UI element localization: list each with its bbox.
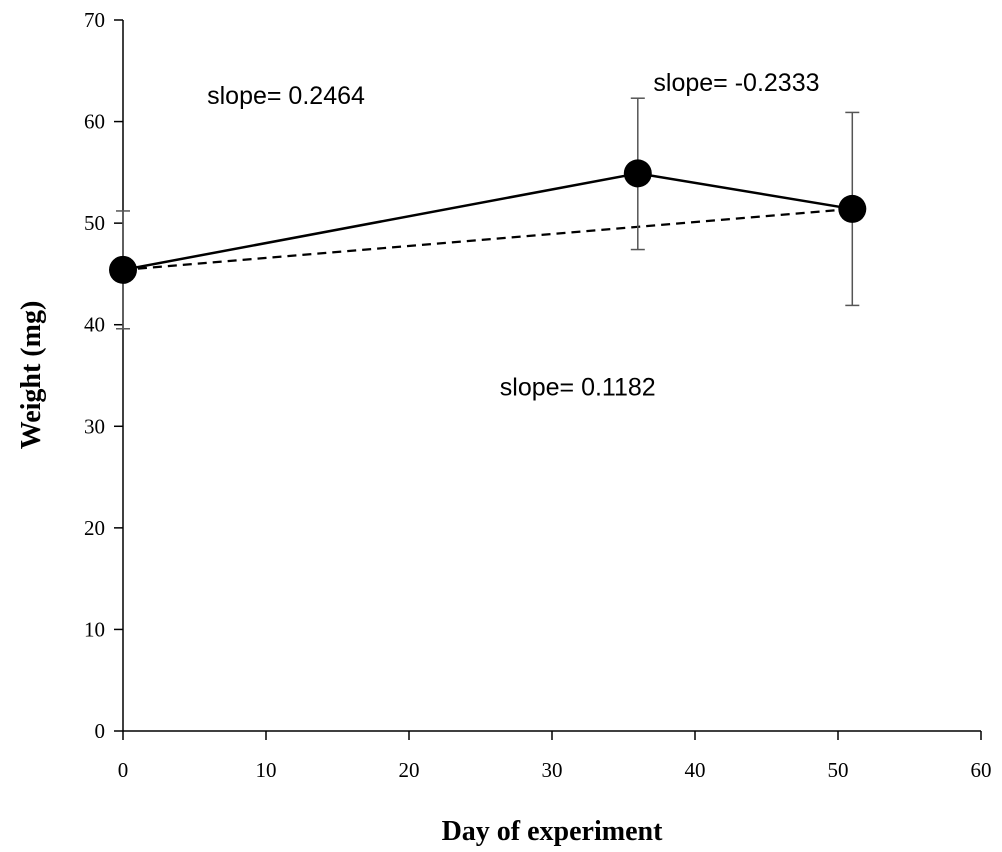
slope-annotation: slope= -0.2333 <box>653 69 819 97</box>
data-point-marker <box>623 159 652 188</box>
y-tick-label: 50 <box>84 211 105 235</box>
y-tick-label: 70 <box>84 8 105 32</box>
solid-series-line <box>122 172 853 272</box>
y-axis-title: Weight (mg) <box>16 301 47 450</box>
slope-annotations: slope= 0.2464 slope= -0.2333 slope= 0.1182 <box>207 69 819 402</box>
slope-annotation: slope= 0.1182 <box>500 374 656 402</box>
dashed-series-line <box>122 207 853 271</box>
x-tick-label: 60 <box>971 758 992 782</box>
data-point-marker <box>838 194 867 223</box>
x-tick-label: 40 <box>685 758 706 782</box>
x-tick-label: 50 <box>828 758 849 782</box>
x-tick-label: 30 <box>542 758 563 782</box>
x-tick-label: 20 <box>399 758 420 782</box>
axes: 0 10 20 30 40 50 60 70 0 10 20 30 40 50 60 <box>84 8 992 782</box>
y-tick-label: 20 <box>84 516 105 540</box>
x-tick-label: 0 <box>118 758 129 782</box>
series-layer <box>109 97 867 330</box>
y-tick-label: 30 <box>84 414 105 438</box>
y-tick-label: 0 <box>95 719 106 743</box>
y-tick-label: 40 <box>84 313 105 337</box>
data-point-marker <box>109 255 137 284</box>
y-tick-label: 10 <box>84 617 105 641</box>
labels: Day of experiment Weight (mg) <box>16 301 663 847</box>
slope-annotation: slope= 0.2464 <box>207 82 365 110</box>
y-tick-label: 60 <box>84 110 105 134</box>
x-tick-label: 10 <box>256 758 277 782</box>
x-axis-title: Day of experiment <box>442 816 664 847</box>
